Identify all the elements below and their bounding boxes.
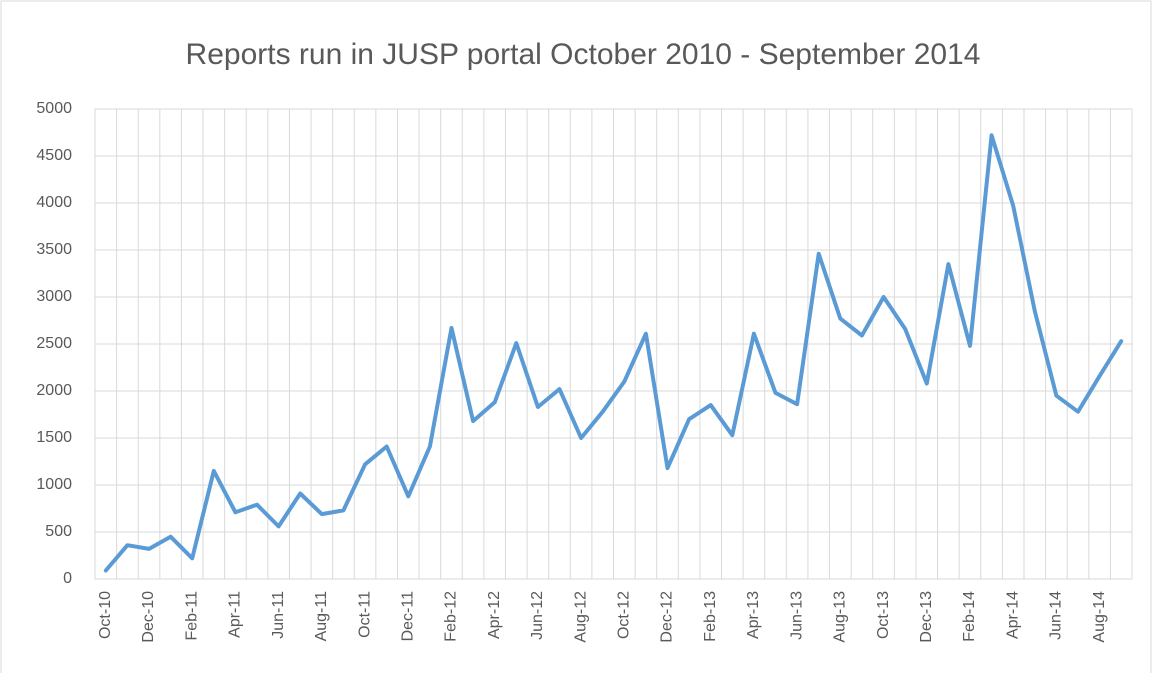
y-tick-label: 4500 [36, 147, 72, 164]
x-tick-label: Feb-14 [961, 591, 978, 642]
y-tick-label: 1500 [36, 429, 72, 446]
y-tick-label: 0 [63, 570, 72, 587]
x-tick-label: Oct-13 [875, 591, 892, 639]
x-tick-label: Aug-11 [313, 591, 330, 642]
x-tick-label: Oct-11 [356, 591, 373, 638]
x-tick-label: Jun-12 [529, 591, 546, 640]
x-tick-label: Aug-13 [832, 591, 849, 643]
y-tick-label: 500 [45, 523, 72, 540]
x-tick-label: Jun-11 [270, 591, 287, 639]
y-tick-label: 1000 [36, 476, 72, 493]
x-tick-label: Dec-10 [140, 591, 157, 643]
y-tick-label: 5000 [36, 100, 72, 117]
chart-title: Reports run in JUSP portal October 2010 … [186, 38, 981, 71]
x-tick-label: Feb-13 [702, 591, 719, 642]
x-tick-label: Aug-12 [572, 591, 589, 643]
x-tick-label: Feb-12 [443, 591, 460, 642]
y-tick-label: 2000 [36, 382, 72, 399]
x-tick-label: Apr-12 [486, 591, 503, 639]
x-tick-label: Feb-11 [183, 591, 200, 641]
x-tick-label: Dec-11 [399, 591, 416, 641]
x-tick-label: Oct-12 [616, 591, 633, 639]
x-tick-label: Oct-10 [97, 591, 114, 639]
x-tick-label: Apr-14 [1004, 591, 1021, 639]
y-tick-label: 3000 [36, 288, 72, 305]
x-tick-label: Jun-13 [788, 591, 805, 640]
x-tick-label: Jun-14 [1048, 591, 1065, 640]
x-tick-label: Dec-12 [659, 591, 676, 643]
y-tick-label: 3500 [36, 241, 72, 258]
y-tick-label: 2500 [36, 335, 72, 352]
x-tick-label: Aug-14 [1091, 591, 1108, 643]
x-tick-label: Dec-13 [918, 591, 935, 643]
x-tick-label: Apr-11 [227, 591, 244, 638]
y-tick-label: 4000 [36, 194, 72, 211]
data-line [103, 133, 1124, 573]
x-tick-label: Apr-13 [745, 591, 762, 639]
